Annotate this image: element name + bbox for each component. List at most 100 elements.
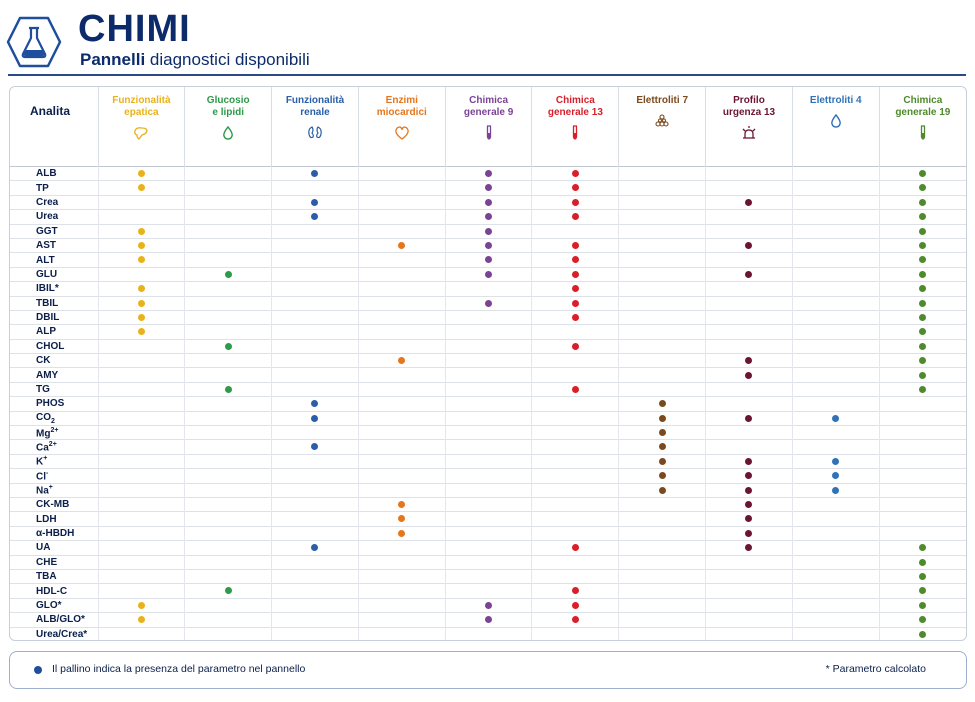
panel-cell-pu	[705, 496, 793, 512]
column-title-line1: Glucosio	[206, 95, 250, 106]
panel-cell-hep	[97, 439, 185, 455]
panel-cell-ren	[271, 554, 359, 570]
header: CHIMI Pannelli diagnostici disponibili	[0, 0, 975, 78]
analyte-name: LDH	[10, 511, 98, 527]
analyte-label: IBIL*	[36, 283, 59, 295]
legend-dot	[34, 666, 42, 674]
panel-cell-ren	[271, 425, 359, 440]
panel-cell-pu	[705, 540, 793, 556]
presence-dot	[485, 170, 493, 178]
panel-cell-c9	[444, 583, 532, 599]
analyte-name: Urea	[10, 209, 98, 225]
panel-cell-mio	[357, 612, 446, 627]
panel-cell-pu	[705, 439, 793, 455]
presence-dot	[137, 285, 145, 293]
presence-dot	[919, 242, 927, 249]
panel-cell-pu	[705, 252, 793, 268]
analyte-name: CK-MB	[10, 496, 98, 512]
panel-cell-c9	[444, 194, 532, 210]
table-row: GGT	[10, 223, 966, 239]
table-row: ALB	[10, 165, 966, 181]
analyte-name: AMY	[10, 367, 98, 383]
panel-cell-hep	[97, 540, 185, 556]
panel-cell-e4	[791, 568, 880, 584]
panel-cell-mio	[357, 425, 446, 440]
panel-cell-pu	[705, 266, 793, 282]
presence-dot	[224, 587, 232, 595]
analyte-label: PHOS	[36, 398, 65, 410]
panel-cell-e7	[618, 309, 706, 325]
table-row: Urea/Crea*	[10, 626, 966, 640]
panel-cell-ren	[271, 496, 359, 512]
presence-dot	[919, 198, 927, 206]
table-row: IBIL*	[10, 281, 966, 297]
column-header-c9: Chimica generale 9	[444, 87, 532, 167]
analyte-superscript: 2+	[48, 440, 57, 448]
analyte-label: Na	[36, 485, 49, 497]
panel-cell-e7	[618, 597, 706, 613]
presence-dot	[745, 198, 753, 206]
panel-cell-e7	[618, 540, 706, 556]
analyte-name: ALT	[10, 252, 98, 268]
table-row: CK	[10, 353, 966, 368]
panel-cell-c19	[878, 324, 966, 340]
presence-dot	[571, 587, 579, 595]
panel-cell-hep	[97, 353, 185, 368]
panel-cell-c9	[444, 324, 532, 340]
panel-cell-c13	[531, 410, 619, 426]
panel-cell-e7	[618, 223, 706, 239]
panel-cell-ren	[271, 266, 359, 282]
panel-cell-c19	[878, 410, 966, 426]
table-row: CHE	[10, 554, 966, 570]
analyte-name: TP	[10, 180, 98, 196]
panel-cell-hep	[97, 597, 185, 613]
test-tube-icon	[486, 125, 491, 140]
panel-cell-hep	[97, 209, 185, 225]
panel-cell-c9	[444, 597, 532, 613]
panels-table-container: Analita Funzionalità epatica Glucosio e lip…	[9, 86, 967, 641]
panel-cell-c13	[531, 281, 619, 297]
analyte-superscript: -	[46, 469, 49, 477]
panel-cell-c13	[531, 612, 619, 627]
panel-cell-glu	[184, 324, 272, 340]
panel-cell-mio	[357, 540, 446, 556]
panel-cell-pu	[705, 554, 793, 570]
panel-cell-c9	[444, 568, 532, 584]
analyte-label: TBA	[36, 571, 57, 583]
panel-cell-mio	[357, 338, 446, 354]
analita-column-header: Analita	[30, 104, 71, 118]
panel-cell-e4	[791, 525, 880, 541]
panel-cell-e7	[618, 468, 706, 484]
panel-cell-hep	[97, 324, 185, 340]
panel-cell-pu	[705, 194, 793, 210]
presence-dot	[398, 357, 406, 365]
analyte-name: Crea	[10, 194, 98, 210]
legend-box: Il pallino indica la presenza del parame…	[9, 651, 967, 689]
analyte-name: ALB	[10, 165, 98, 181]
panel-cell-e7	[618, 568, 706, 584]
presence-dot	[571, 544, 579, 552]
panel-cell-c19	[878, 439, 966, 455]
alarm-icon	[742, 126, 756, 139]
presence-dot	[832, 457, 840, 465]
presence-dot	[658, 457, 666, 465]
presence-dot	[919, 616, 927, 624]
presence-dot	[745, 515, 753, 523]
panel-cell-c19	[878, 511, 966, 527]
panel-cell-c13	[531, 295, 619, 311]
analyte-label: ALB	[36, 168, 57, 180]
panel-cell-c19	[878, 468, 966, 484]
presence-dot	[398, 501, 406, 509]
presence-dot	[137, 299, 145, 307]
panel-cell-hep	[97, 165, 185, 181]
presence-dot	[485, 198, 493, 206]
panel-cell-c19	[878, 525, 966, 541]
presence-dot	[137, 328, 145, 336]
panel-cell-c13	[531, 367, 619, 383]
panel-cell-c9	[444, 180, 532, 196]
column-title-line1: Funzionalità	[112, 95, 171, 106]
presence-dot	[571, 256, 579, 264]
panel-cell-glu	[184, 597, 272, 613]
panel-cell-e7	[618, 324, 706, 340]
liver-icon	[134, 127, 149, 140]
